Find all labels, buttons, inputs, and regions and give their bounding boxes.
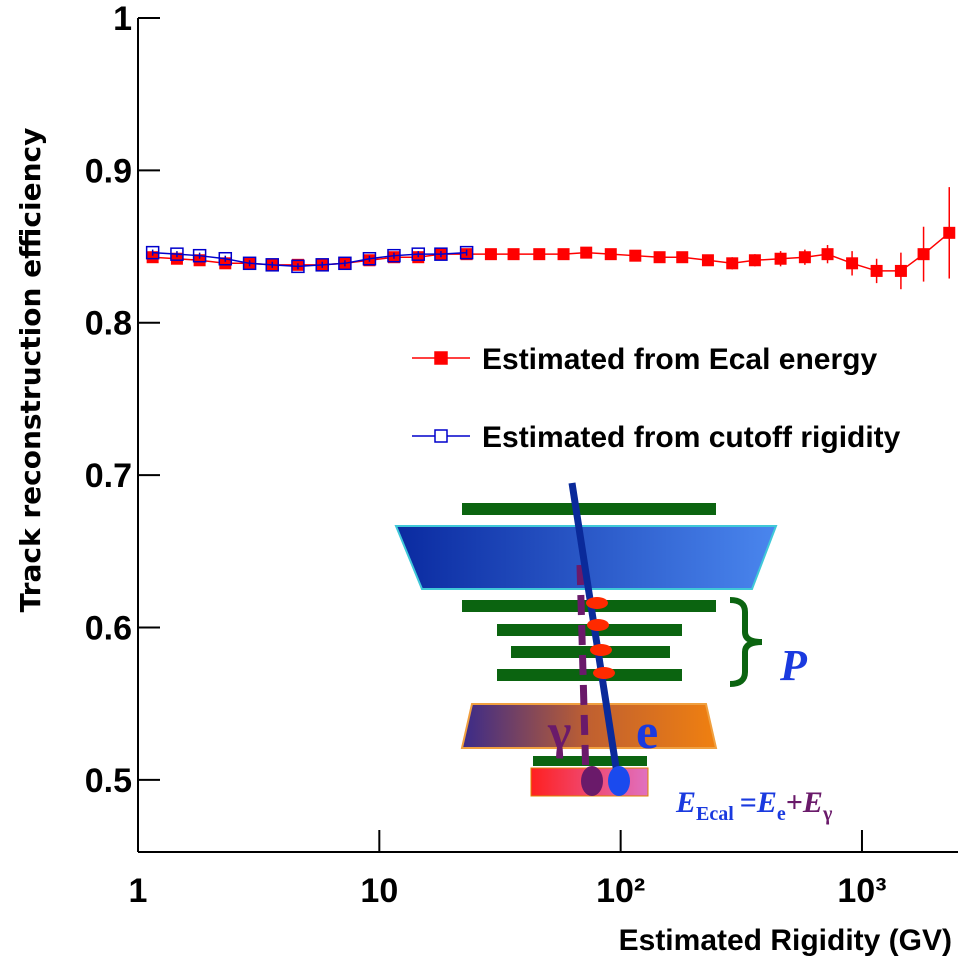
formula-part: E	[675, 786, 696, 819]
point	[411, 247, 426, 261]
point	[507, 248, 520, 261]
point	[170, 247, 184, 261]
formula-part: =	[740, 786, 757, 819]
formula-part: γ	[822, 803, 833, 825]
formula-part: Ecal	[696, 803, 734, 825]
shower	[581, 766, 603, 796]
formula-part: E	[756, 786, 777, 819]
point	[580, 246, 593, 259]
brace	[729, 597, 763, 687]
x-tick-label: 10	[360, 872, 398, 910]
tracker-layer	[462, 503, 716, 515]
point	[701, 254, 714, 267]
point	[291, 259, 305, 274]
legend-marker	[434, 429, 448, 443]
point	[943, 226, 956, 239]
y-tick-label: 0.9	[85, 152, 132, 190]
point	[362, 251, 377, 266]
series	[145, 245, 474, 274]
hit	[593, 667, 615, 679]
electron-track	[568, 482, 622, 781]
series-line	[152, 232, 950, 272]
energy-formula: EEcal =Ee+Eγ	[675, 786, 833, 825]
hit	[587, 619, 609, 631]
point	[557, 248, 570, 261]
point	[218, 251, 233, 266]
point	[338, 256, 352, 271]
point	[193, 254, 206, 267]
point	[533, 248, 546, 261]
point	[146, 251, 159, 264]
tracker-layer	[511, 646, 670, 658]
point	[894, 264, 907, 277]
point	[604, 248, 617, 261]
series	[146, 187, 956, 290]
photon-label: γ	[547, 703, 571, 759]
series-line	[152, 251, 467, 268]
y-tick-label: 0.6	[85, 609, 132, 647]
y-tick-label: 0.5	[85, 762, 132, 800]
shower	[608, 766, 630, 796]
point	[434, 247, 448, 261]
hit	[586, 597, 608, 609]
electron-label: e	[636, 703, 658, 759]
point	[219, 257, 232, 270]
point	[192, 248, 207, 263]
point	[676, 251, 689, 264]
y-tick-label: 1	[113, 0, 132, 38]
point	[917, 248, 930, 261]
legend-marker	[434, 351, 448, 365]
y-axis-title: Track reconstruction efficiency	[14, 128, 47, 613]
hit	[590, 644, 612, 656]
formula-part: E	[802, 786, 823, 819]
point	[170, 252, 183, 265]
x-tick-label: 1	[129, 872, 148, 910]
x-tick-label: 10³	[837, 872, 886, 910]
x-tick-label: 10²	[596, 872, 645, 910]
point	[870, 264, 883, 277]
momentum-label: P	[779, 641, 808, 690]
detector-sketch: P γ e EEcal =Ee+Eγ	[394, 482, 833, 825]
photon-track	[576, 564, 590, 781]
legend-label: Estimated from Ecal energy	[482, 343, 877, 376]
point	[821, 248, 834, 261]
formula-part: e	[777, 803, 786, 825]
point	[387, 248, 401, 263]
tracker-layer	[497, 624, 682, 636]
formula-part: +	[786, 786, 803, 819]
y-tick-label: 0.8	[85, 305, 132, 343]
x-axis-title: Estimated Rigidity (GV)	[619, 924, 952, 957]
point	[846, 257, 859, 270]
point	[774, 252, 787, 265]
point	[484, 248, 497, 261]
point	[242, 256, 257, 271]
point	[265, 258, 279, 272]
y-tick-label: 0.7	[85, 457, 132, 495]
point	[748, 254, 761, 267]
point	[726, 257, 739, 270]
tracker-layer	[533, 756, 647, 766]
legend-label: Estimated from cutoff rigidity	[482, 421, 901, 454]
point	[459, 245, 474, 260]
point	[315, 258, 329, 272]
point	[145, 245, 160, 260]
trd	[460, 703, 718, 749]
point	[629, 249, 642, 262]
point	[798, 251, 811, 264]
tracker-layer	[497, 669, 682, 681]
point	[653, 251, 666, 264]
